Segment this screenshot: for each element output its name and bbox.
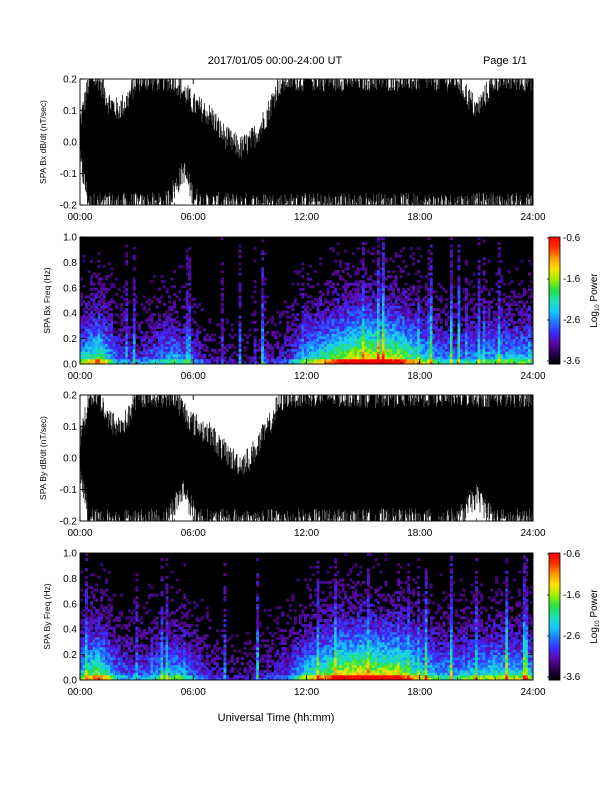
y-axis-label: SPA By Freq (Hz) xyxy=(42,583,52,650)
y-axis-label: SPA By dB/dt (nT/sec) xyxy=(38,416,48,500)
colorbar: -0.6 -1.6 -2.6 -3.6 Log10 Power xyxy=(547,233,601,367)
x-tick-label: 12:00 xyxy=(294,687,319,698)
x-tick-label: 12:00 xyxy=(294,371,319,382)
y-tick-label: 1.0 xyxy=(63,233,77,244)
spectrogram xyxy=(80,237,534,365)
panels: 00:00 06:00 12:00 18:00 24:00 -0.2 -0.1 0.0 0.1 0… xyxy=(38,75,601,699)
panel-3: 00:00 06:00 12:00 18:00 24:00 -0.2 -0.1 0.0 0.1 0… xyxy=(38,391,546,540)
panel-2: -0.6 -1.6 -2.6 -3.6 Log10 Power 00:00 06:00 12:… xyxy=(42,233,601,383)
trace-waveform xyxy=(79,395,534,521)
colorbar-tick-label: -3.6 xyxy=(563,672,581,683)
y-tick-label: 0.1 xyxy=(63,106,77,117)
y-tick-label: 0.4 xyxy=(63,625,77,636)
y-tick-label: 0.2 xyxy=(63,391,77,402)
y-tick-label: -0.1 xyxy=(60,485,78,496)
x-tick-label: 12:00 xyxy=(294,528,319,539)
y-tick-label: 0.0 xyxy=(63,676,77,687)
x-tick-label: 18:00 xyxy=(407,212,432,223)
x-tick-label: 24:00 xyxy=(520,528,545,539)
x-tick-label: 00:00 xyxy=(67,687,92,698)
panel-1: 00:00 06:00 12:00 18:00 24:00 -0.2 -0.1 0.0 0.1 0… xyxy=(38,75,546,224)
y-tick-label: 0.6 xyxy=(63,283,77,294)
x-axis-title: Universal Time (hh:mm) xyxy=(218,712,335,724)
y-tick-label: -0.1 xyxy=(60,169,78,180)
x-tick-label: 06:00 xyxy=(181,528,206,539)
x-tick-label: 06:00 xyxy=(181,371,206,382)
x-tick-label: 12:00 xyxy=(294,212,319,223)
colorbar-tick-label: -2.6 xyxy=(563,631,581,642)
y-tick-label: 0.6 xyxy=(63,599,77,610)
colorbar: -0.6 -1.6 -2.6 -3.6 Log10 Power xyxy=(547,549,601,683)
y-tick-label: 0.2 xyxy=(63,75,77,86)
y-tick-label: 0.0 xyxy=(63,138,77,149)
y-tick-label: 0.2 xyxy=(63,334,77,345)
x-tick-label: 00:00 xyxy=(67,371,92,382)
colorbar-tick-label: -3.6 xyxy=(563,356,581,367)
x-tick-label: 18:00 xyxy=(407,687,432,698)
colorbar-tick-label: -1.6 xyxy=(563,274,581,285)
y-axis-label: SPA Bx Freq (Hz) xyxy=(42,267,52,334)
x-tick-label: 24:00 xyxy=(520,687,545,698)
trace-line xyxy=(79,395,534,521)
x-tick-label: 06:00 xyxy=(181,687,206,698)
spectrogram xyxy=(80,553,534,681)
y-tick-label: 0.8 xyxy=(63,574,77,585)
x-tick-label: 00:00 xyxy=(67,212,92,223)
x-tick-label: 06:00 xyxy=(181,212,206,223)
colorbar-tick-label: -2.6 xyxy=(563,315,581,326)
x-tick-label: 00:00 xyxy=(67,528,92,539)
colorbar-tick-label: -1.6 xyxy=(563,590,581,601)
y-tick-label: 0.0 xyxy=(63,360,77,371)
colorbar-tick-label: -0.6 xyxy=(563,233,581,244)
y-tick-label: -0.2 xyxy=(60,517,78,528)
panel-4: -0.6 -1.6 -2.6 -3.6 Log10 Power 00:00 06:00 12:… xyxy=(42,549,601,699)
y-tick-label: 0.2 xyxy=(63,650,77,661)
x-tick-label: 24:00 xyxy=(520,371,545,382)
page-indicator: Page 1/1 xyxy=(483,55,527,67)
colorbar-tick-label: -0.6 xyxy=(563,549,581,560)
y-tick-label: 0.0 xyxy=(63,454,77,465)
y-tick-label: 0.1 xyxy=(63,422,77,433)
x-tick-label: 24:00 xyxy=(520,212,545,223)
y-tick-label: 1.0 xyxy=(63,549,77,560)
colorbar-label: Log10 Power xyxy=(589,273,601,328)
figure-title: 2017/01/05 00:00-24:00 UT xyxy=(208,55,343,67)
y-tick-label: 0.8 xyxy=(63,258,77,269)
x-tick-label: 18:00 xyxy=(407,528,432,539)
y-axis-label: SPA Bx dB/dt (nT/sec) xyxy=(38,100,48,184)
colorbar-label: Log10 Power xyxy=(589,589,601,644)
y-tick-label: -0.2 xyxy=(60,201,78,212)
y-tick-label: 0.4 xyxy=(63,309,77,320)
x-tick-label: 18:00 xyxy=(407,371,432,382)
